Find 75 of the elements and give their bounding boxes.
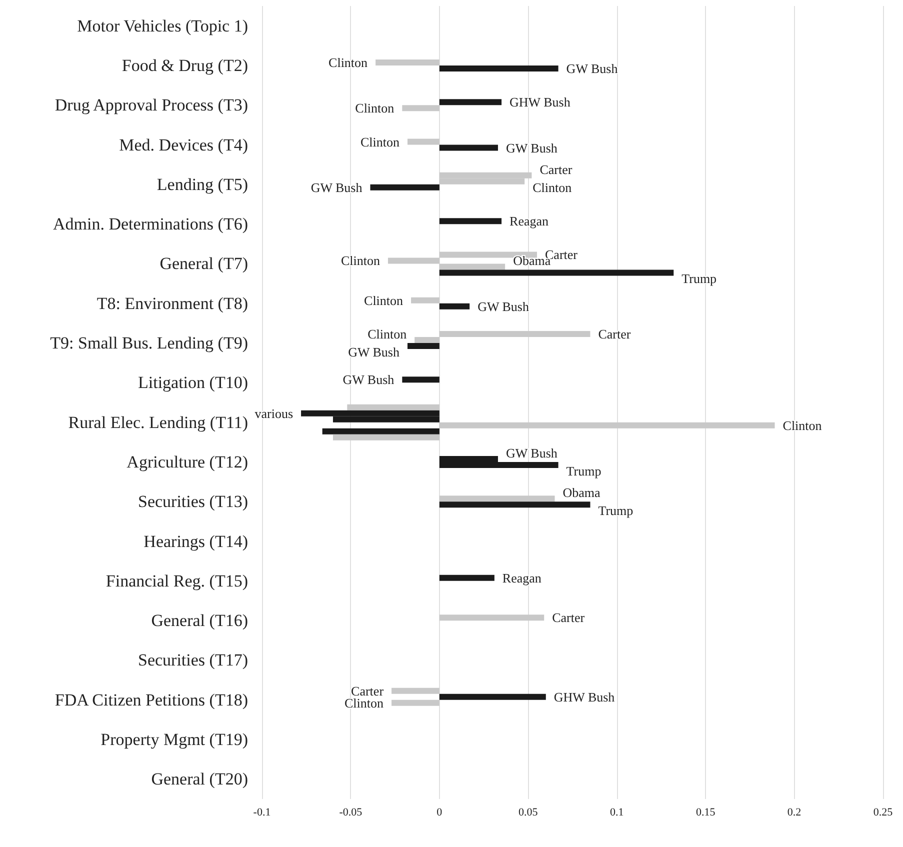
y-tick-label: Agriculture (T12) xyxy=(126,452,248,472)
y-tick-label: Hearings (T14) xyxy=(144,532,248,551)
bar xyxy=(407,138,440,145)
x-tick-label: 0.2 xyxy=(787,806,802,818)
data-label: Clinton xyxy=(368,326,408,342)
data-label: GW Bush xyxy=(506,140,558,156)
y-tick-label: FDA Citizen Petitions (T18) xyxy=(54,690,248,710)
bar xyxy=(392,688,440,694)
bar xyxy=(439,502,590,508)
data-label: Trump xyxy=(566,463,602,478)
y-tick-label: Med. Devices (T4) xyxy=(119,135,248,154)
x-tick-label: 0 xyxy=(436,806,443,818)
bar xyxy=(439,252,538,258)
x-tick-label: 0.25 xyxy=(873,806,894,818)
data-label: various xyxy=(254,406,294,421)
data-label: Carter xyxy=(540,162,573,177)
y-tick-label: Food & Drug (T2) xyxy=(122,56,248,75)
x-tick-label: 0.05 xyxy=(518,806,538,818)
y-tick-label: Rural Elec. Lending (T11) xyxy=(68,412,248,432)
bar xyxy=(407,343,440,350)
y-tick-label: Drug Approval Process (T3) xyxy=(54,96,248,115)
data-label: GW Bush xyxy=(348,344,400,360)
data-label: Trump xyxy=(598,503,634,518)
x-tick-label: -0.1 xyxy=(253,806,271,818)
y-tick-label: General (T20) xyxy=(151,770,248,789)
data-label: Carter xyxy=(598,326,632,342)
bar xyxy=(322,428,440,434)
x-tick-label: -0.05 xyxy=(339,806,363,818)
y-tick-label: Property Mgmt (T19) xyxy=(100,730,248,750)
y-tick-label: Lending (T5) xyxy=(156,174,248,194)
data-label: GHW Bush xyxy=(510,94,571,110)
y-tick-label: General (T7) xyxy=(160,254,248,274)
data-label: Clinton xyxy=(328,54,368,70)
data-label: Reagan xyxy=(502,570,542,586)
y-tick-label: Admin. Determinations (T6) xyxy=(53,214,248,234)
data-label: GW Bush xyxy=(478,298,530,314)
data-label: Carter xyxy=(552,610,586,626)
data-label: Clinton xyxy=(355,100,395,116)
bar xyxy=(388,258,440,264)
data-label: Clinton xyxy=(364,292,404,308)
data-label: Obama xyxy=(562,485,601,500)
y-tick-label: Securities (T17) xyxy=(138,650,248,670)
data-label: GW Bush xyxy=(566,60,618,76)
bar xyxy=(370,184,440,190)
y-tick-label: General (T16) xyxy=(151,611,248,630)
bar xyxy=(332,434,440,440)
bar xyxy=(439,496,555,502)
y-tick-label: Litigation (T10) xyxy=(138,373,248,392)
y-tick-label: Motor Vehicles (Topic 1) xyxy=(77,16,248,36)
x-tick-label: 0.15 xyxy=(696,806,716,818)
bar xyxy=(439,331,590,338)
data-label: GW Bush xyxy=(342,372,395,388)
bar xyxy=(439,270,674,276)
bar xyxy=(439,144,498,151)
data-label: GHW Bush xyxy=(554,689,616,704)
bar xyxy=(439,65,558,72)
bar xyxy=(439,614,544,621)
y-tick-label: Securities (T13) xyxy=(138,492,248,512)
y-tick-label: Financial Reg. (T15) xyxy=(106,571,248,590)
data-label: Clinton xyxy=(532,180,572,195)
bar xyxy=(376,59,440,66)
data-label: GW Bush xyxy=(310,180,363,195)
data-label: Clinton xyxy=(340,253,380,268)
y-tick-label: T9: Small Bus. Lending (T9) xyxy=(50,334,248,353)
data-label: Clinton xyxy=(782,418,822,433)
bar xyxy=(411,297,440,304)
x-tick-label: 0.1 xyxy=(610,806,624,818)
bar xyxy=(439,303,470,310)
data-label: Reagan xyxy=(510,214,550,229)
y-tick-label: T8: Environment (T8) xyxy=(96,294,248,313)
bar xyxy=(347,404,440,410)
data-label: Clinton xyxy=(360,134,400,150)
data-label: GW Bush xyxy=(506,445,558,460)
data-label: Trump xyxy=(682,271,717,286)
bar xyxy=(414,337,440,344)
